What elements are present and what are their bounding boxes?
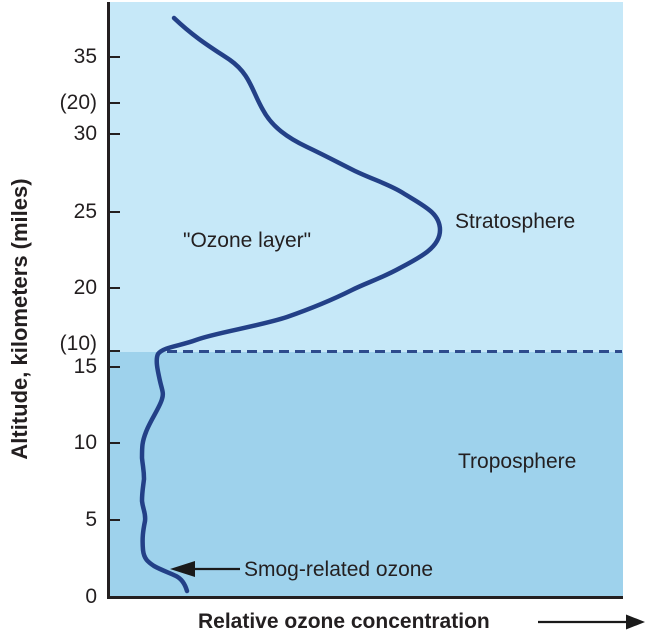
y-tick-label: (20) (59, 91, 97, 114)
y-tick-label: 25 (73, 200, 97, 223)
x-axis-title: Relative ozone concentration (198, 610, 490, 632)
y-axis-line (107, 2, 110, 598)
ozone-layer-label: "Ozone layer" (183, 229, 312, 252)
x-axis-arrow-icon (538, 614, 645, 630)
y-tick-25 (110, 211, 120, 214)
y-tick-30 (110, 133, 120, 136)
y-axis-title: Altitude, kilometers (miles) (7, 178, 32, 460)
y-tick-10 (110, 442, 120, 445)
stratosphere-label: Stratosphere (455, 210, 576, 233)
y-tick-15 (110, 366, 120, 369)
y-tick-label: 5 (85, 508, 97, 531)
y-tick-label: 35 (73, 45, 97, 68)
y-tick-label: 10 (73, 431, 97, 454)
smog-related-ozone-label: Smog-related ozone (244, 558, 434, 581)
y-tick-10mi (110, 350, 120, 353)
stratosphere-region (107, 2, 623, 352)
y-tick-5 (110, 519, 120, 522)
y-tick-label: 15 (73, 355, 97, 378)
y-tick-label: 0 (85, 585, 97, 608)
y-tick-label: 30 (73, 122, 97, 145)
y-tick-label: (10) (59, 332, 97, 355)
y-tick-20mi (110, 102, 120, 105)
y-tick-label: 20 (73, 276, 97, 299)
y-tick-35 (110, 56, 120, 59)
x-axis-line (107, 596, 623, 599)
troposphere-label: Troposphere (458, 450, 577, 473)
y-tick-20 (110, 287, 120, 290)
